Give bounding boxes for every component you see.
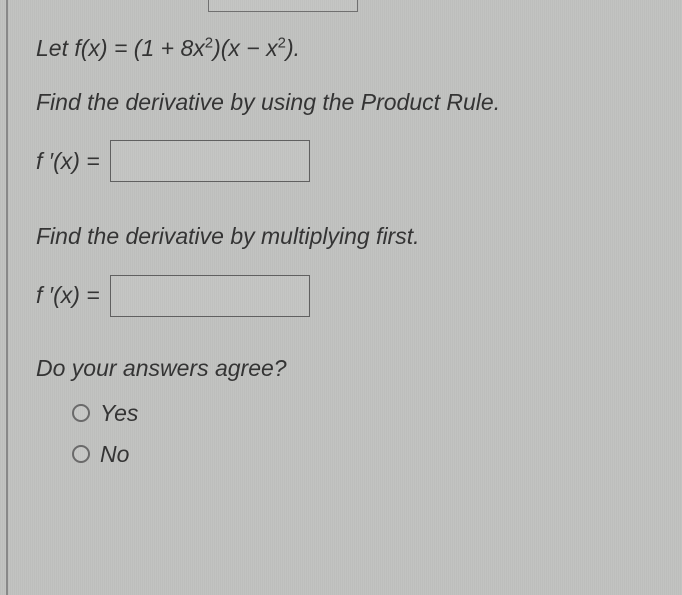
fprime-label-2: f ′(x) =: [36, 282, 100, 309]
option-yes-label: Yes: [100, 400, 138, 427]
answer-input-2[interactable]: [110, 275, 310, 317]
def-sup1: 2: [205, 34, 213, 51]
def-eq: = (1 + 8: [108, 35, 194, 61]
def-xminus: x − x: [228, 35, 277, 61]
top-partial-box: [208, 0, 358, 12]
def-mid: )(: [213, 35, 228, 61]
instruction-1: Find the derivative by using the Product…: [36, 86, 664, 118]
def-sup2: 2: [278, 34, 286, 51]
radio-yes-icon[interactable]: [72, 404, 90, 422]
fprime-label-1: f ′(x) =: [36, 148, 100, 175]
option-no-row[interactable]: No: [72, 441, 664, 468]
def-let: Let: [36, 35, 74, 61]
instruction-2: Find the derivative by multiplying first…: [36, 220, 664, 252]
question-panel: Let f(x) = (1 + 8x2)(x − x2). Find the d…: [6, 0, 682, 595]
def-close: ).: [286, 35, 300, 61]
agree-question: Do your answers agree?: [36, 355, 664, 382]
function-definition: Let f(x) = (1 + 8x2)(x − x2).: [36, 32, 664, 64]
answer-row-1: f ′(x) =: [36, 140, 664, 182]
answer-row-2: f ′(x) =: [36, 275, 664, 317]
answer-input-1[interactable]: [110, 140, 310, 182]
option-yes-row[interactable]: Yes: [72, 400, 664, 427]
option-no-label: No: [100, 441, 129, 468]
def-fx: f(x): [74, 35, 107, 61]
radio-no-icon[interactable]: [72, 445, 90, 463]
def-x: x: [193, 35, 205, 61]
